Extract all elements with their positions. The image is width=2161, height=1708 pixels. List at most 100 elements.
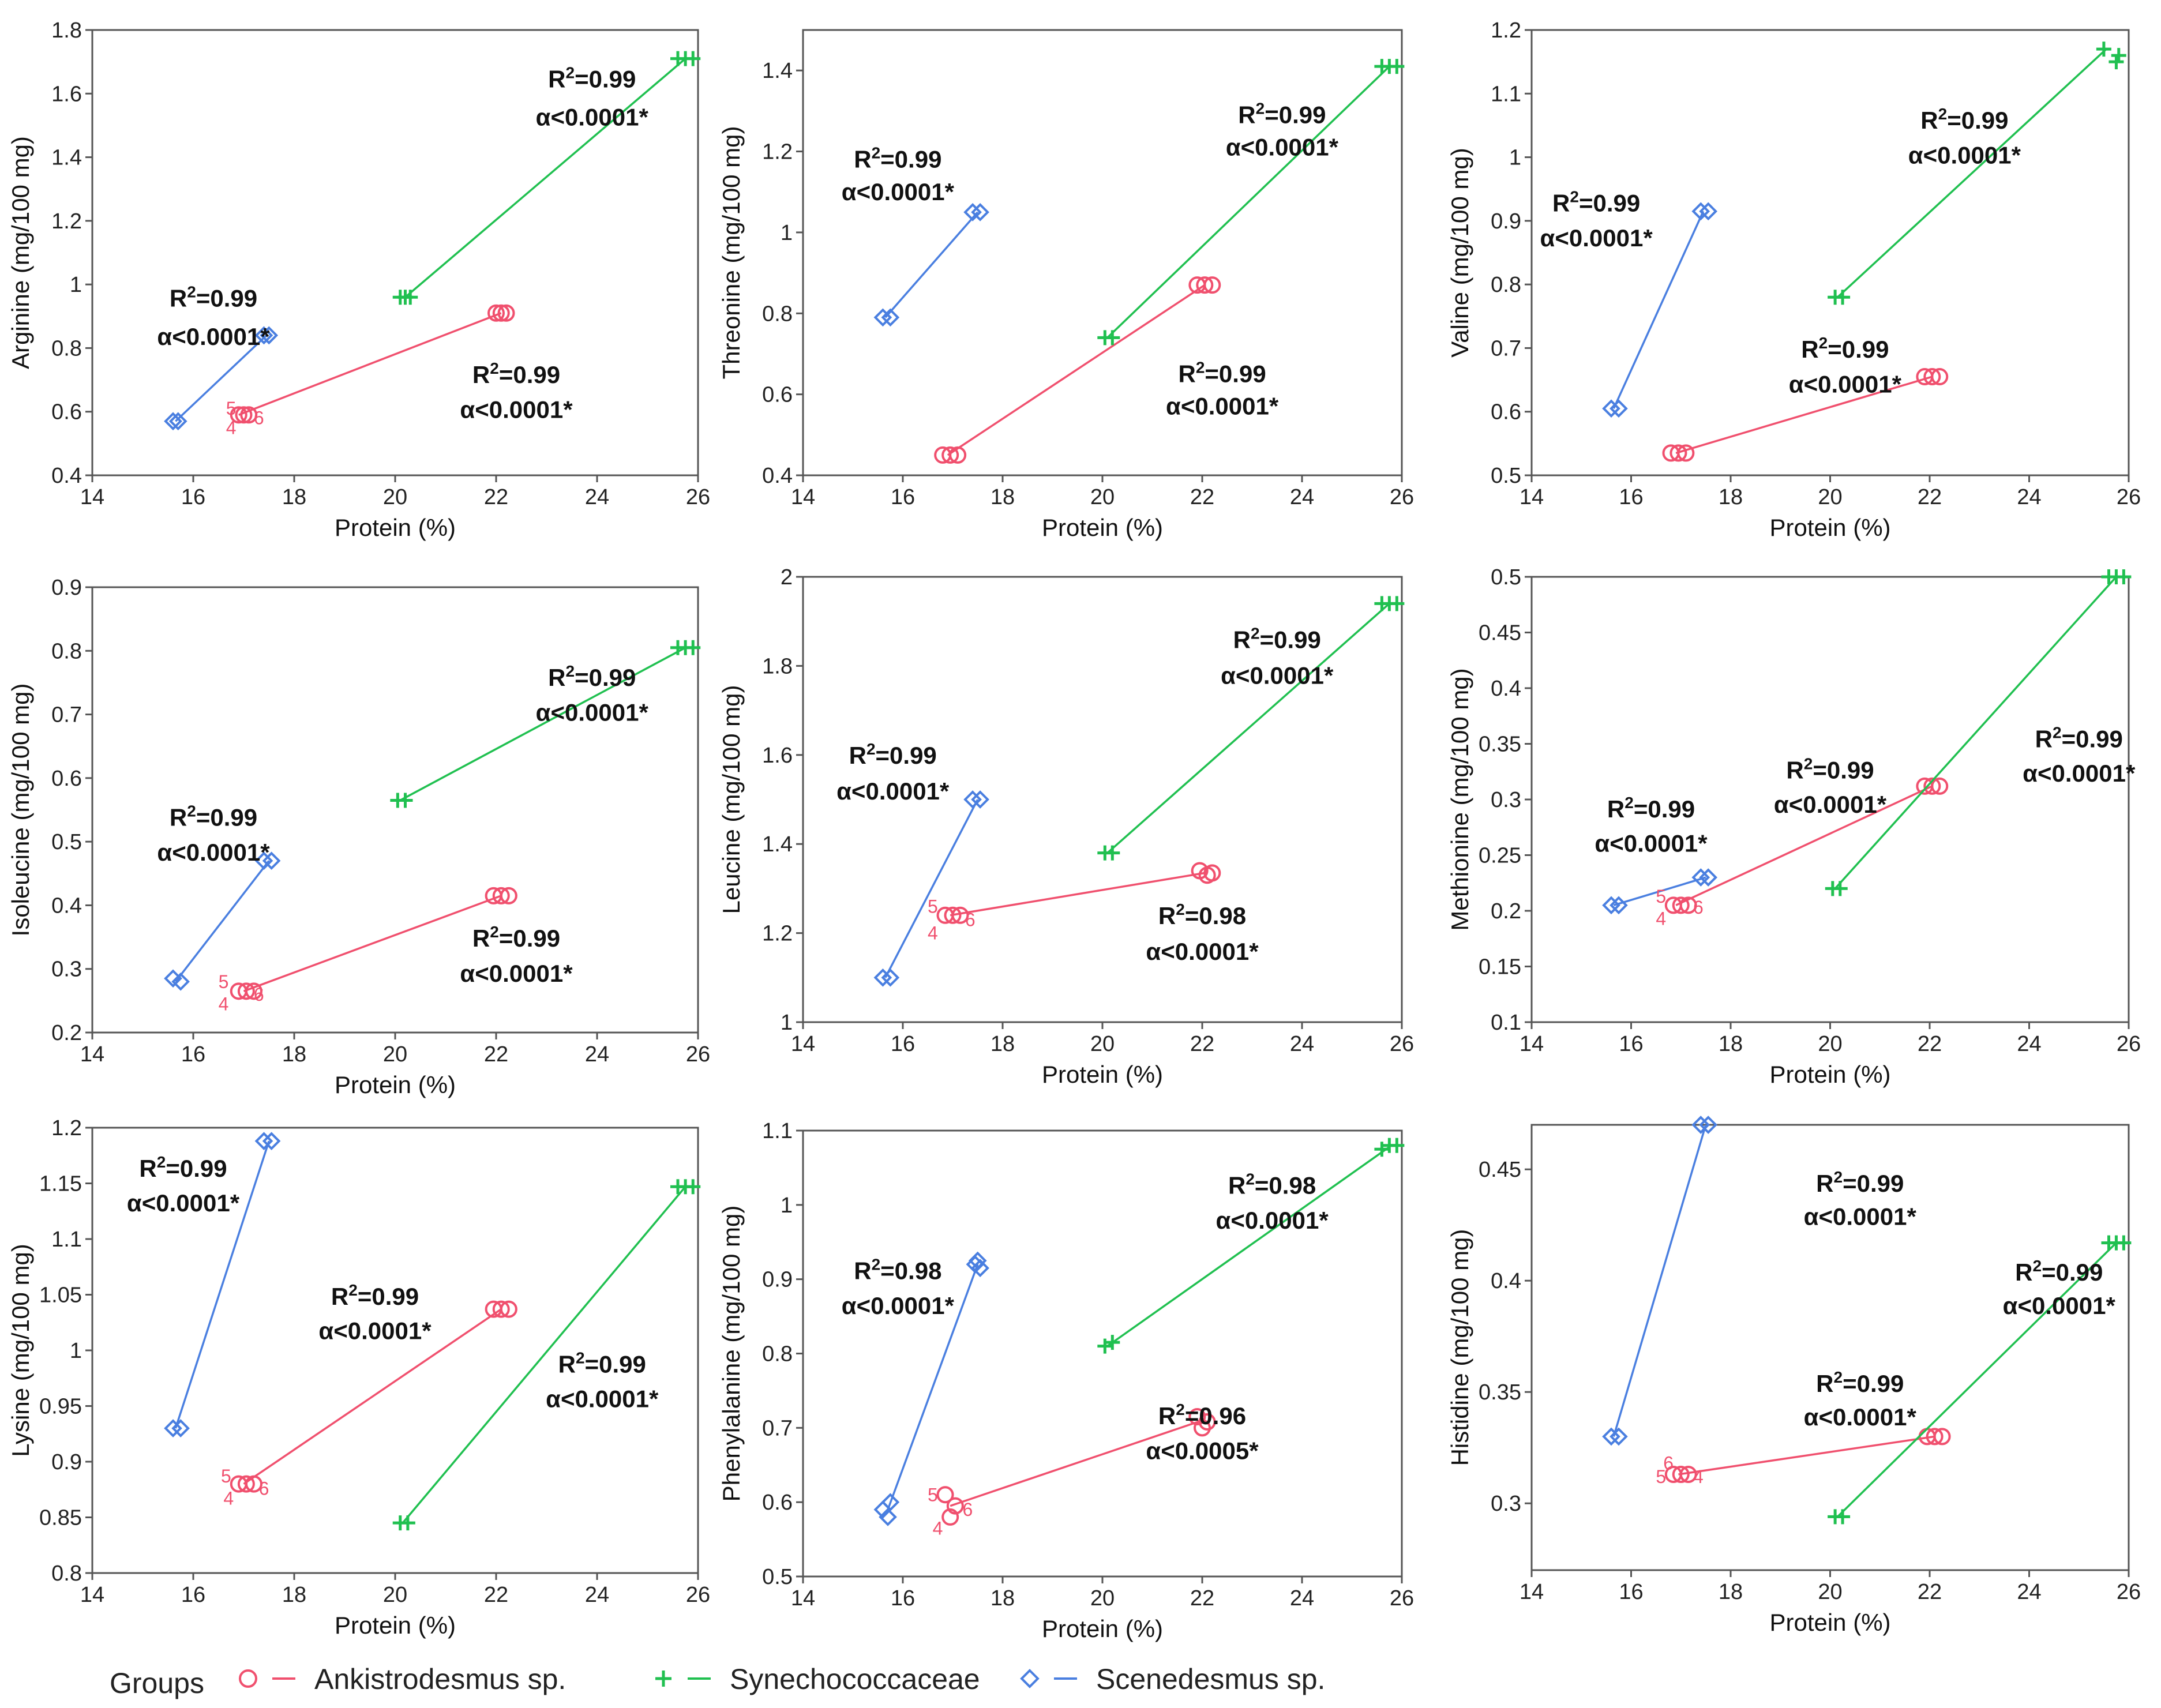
y-axis-label: Phenylalanine (mg/100 mg) bbox=[718, 1206, 745, 1502]
data-point bbox=[1933, 1428, 1951, 1446]
data-point bbox=[230, 406, 247, 424]
x-tick-label: 20 bbox=[1818, 485, 1842, 509]
plot-frame bbox=[91, 29, 699, 476]
superscript-2: 2 bbox=[576, 1349, 585, 1367]
data-point bbox=[873, 308, 892, 327]
y-tick-label: 0.8 bbox=[51, 639, 82, 663]
r-squared-value: =0.99 bbox=[1843, 1370, 1904, 1397]
x-axis-label: Protein (%) bbox=[1042, 514, 1163, 541]
p-value-annotation: α<0.0001* bbox=[536, 699, 649, 726]
x-tick-label: 22 bbox=[1190, 1032, 1214, 1056]
series-ankistrodesmus-sp- bbox=[1664, 1428, 1951, 1484]
data-point bbox=[237, 982, 255, 1000]
legend-marker bbox=[655, 1671, 671, 1687]
p-value-annotation: α<0.0005* bbox=[1146, 1437, 1259, 1464]
r-squared-annotation: R2=0.99 bbox=[1233, 625, 1321, 654]
x-tick-label: 20 bbox=[1090, 485, 1115, 509]
r-squared-annotation: R2=0.99 bbox=[170, 283, 257, 312]
data-point bbox=[1188, 1408, 1206, 1426]
superscript-2: 2 bbox=[490, 359, 499, 377]
data-point bbox=[971, 202, 989, 222]
data-point bbox=[1677, 444, 1695, 462]
superscript-2: 2 bbox=[348, 1281, 358, 1299]
data-point bbox=[1679, 1466, 1697, 1484]
data-point bbox=[1832, 881, 1848, 896]
legend-entry: Scenedesmus sp. bbox=[1020, 1663, 1325, 1695]
point-label: 6 bbox=[1693, 897, 1704, 918]
y-tick-label: 1 bbox=[781, 1011, 793, 1035]
x-tick-label: 16 bbox=[1619, 1032, 1643, 1056]
series-ankistrodesmus-sp- bbox=[1662, 368, 1949, 462]
data-point bbox=[1389, 59, 1405, 74]
y-tick-label: 0.6 bbox=[1491, 400, 1521, 425]
plot-frame bbox=[802, 29, 1403, 476]
data-point bbox=[941, 1508, 959, 1526]
x-tick-label: 18 bbox=[1719, 1032, 1743, 1056]
legend: Groups Ankistrodesmus sp. Synechococcaceae… bbox=[110, 1663, 1325, 1699]
y-tick-label: 0.9 bbox=[1491, 209, 1521, 234]
r-squared-annotation: R2=0.99 bbox=[472, 923, 560, 952]
x-tick-label: 18 bbox=[1719, 1580, 1743, 1604]
y-tick-label: 0.6 bbox=[762, 383, 793, 407]
r-squared-annotation: R2=0.99 bbox=[548, 63, 636, 92]
x-tick-label: 24 bbox=[2017, 1580, 2041, 1604]
x-tick-label: 18 bbox=[991, 1032, 1015, 1056]
x-tick-label: 16 bbox=[181, 1042, 205, 1067]
superscript-2: 2 bbox=[1256, 99, 1265, 117]
y-tick-label: 1.05 bbox=[39, 1283, 82, 1308]
legend-title: Groups bbox=[110, 1667, 204, 1699]
y-tick-label: 0.9 bbox=[51, 1450, 82, 1474]
superscript-2: 2 bbox=[565, 662, 575, 680]
data-point bbox=[1691, 202, 1710, 221]
r-squared-annotation: R2=0.99 bbox=[1238, 99, 1326, 128]
x-tick-label: 26 bbox=[2117, 1580, 2141, 1604]
regression-line bbox=[1612, 1124, 1707, 1437]
y-tick-label: 0.5 bbox=[1491, 464, 1521, 488]
regression-line bbox=[884, 211, 979, 318]
r-squared-annotation: R2=0.99 bbox=[1178, 359, 1266, 388]
x-tick-label: 24 bbox=[1290, 485, 1314, 509]
data-point bbox=[2111, 48, 2126, 63]
chart-panel-4: 14 16 18 20 22 24 260.20.30.40.50.60.70.80.9Pr… bbox=[7, 576, 710, 1098]
superscript-2: 2 bbox=[1245, 1170, 1255, 1188]
y-axis-label: Methionine (mg/100 mg) bbox=[1446, 668, 1473, 930]
legend-marker bbox=[1020, 1669, 1040, 1688]
r-squared-value: =0.99 bbox=[499, 361, 560, 388]
regression-line bbox=[404, 58, 686, 298]
data-point bbox=[1389, 596, 1405, 611]
superscript-2: 2 bbox=[1833, 1168, 1843, 1186]
r-squared-annotation: R2=0.99 bbox=[139, 1153, 227, 1182]
chart-panel-6: 14 16 18 20 22 24 260.10.150.20.250.30.350.40.… bbox=[1446, 565, 2141, 1088]
y-tick-label: 1.1 bbox=[762, 1119, 793, 1143]
r-squared-annotation: R2=0.99 bbox=[849, 740, 937, 769]
superscript-2: 2 bbox=[1833, 1368, 1843, 1386]
point-label: 6 bbox=[965, 909, 976, 930]
y-tick-label: 0.45 bbox=[1479, 621, 1521, 645]
series-scenedesmus-sp- bbox=[1602, 868, 1718, 915]
point-label: 5 bbox=[226, 398, 237, 419]
p-value-annotation: α<0.0001* bbox=[1221, 662, 1334, 689]
x-tick-label: 14 bbox=[791, 485, 815, 509]
data-point bbox=[500, 887, 517, 904]
data-point bbox=[400, 1515, 415, 1531]
superscript-2: 2 bbox=[1570, 187, 1579, 205]
data-point bbox=[500, 1300, 517, 1318]
series-scenedesmus-sp- bbox=[1602, 202, 1718, 418]
x-axis-label: Protein (%) bbox=[335, 1071, 456, 1098]
p-value-annotation: α<0.0001* bbox=[836, 778, 950, 805]
y-tick-label: 2 bbox=[781, 565, 793, 590]
regression-line bbox=[1613, 876, 1706, 907]
r-squared-annotation: R2=0.99 bbox=[1920, 105, 2008, 134]
series-ankistrodesmus-sp- bbox=[936, 862, 1221, 924]
y-tick-label: 0.4 bbox=[762, 464, 793, 488]
superscript-2: 2 bbox=[866, 740, 876, 758]
series-ankistrodesmus-sp- bbox=[230, 887, 517, 1000]
regression-line bbox=[947, 284, 1206, 456]
r-squared-value: =0.99 bbox=[2042, 1259, 2103, 1286]
point-label: 4 bbox=[933, 1518, 943, 1538]
data-point bbox=[1203, 864, 1221, 882]
x-tick-label: 16 bbox=[891, 1032, 915, 1056]
superscript-2: 2 bbox=[2032, 1257, 2042, 1275]
y-tick-label: 1.8 bbox=[51, 18, 82, 43]
x-tick-label: 26 bbox=[686, 1042, 710, 1067]
